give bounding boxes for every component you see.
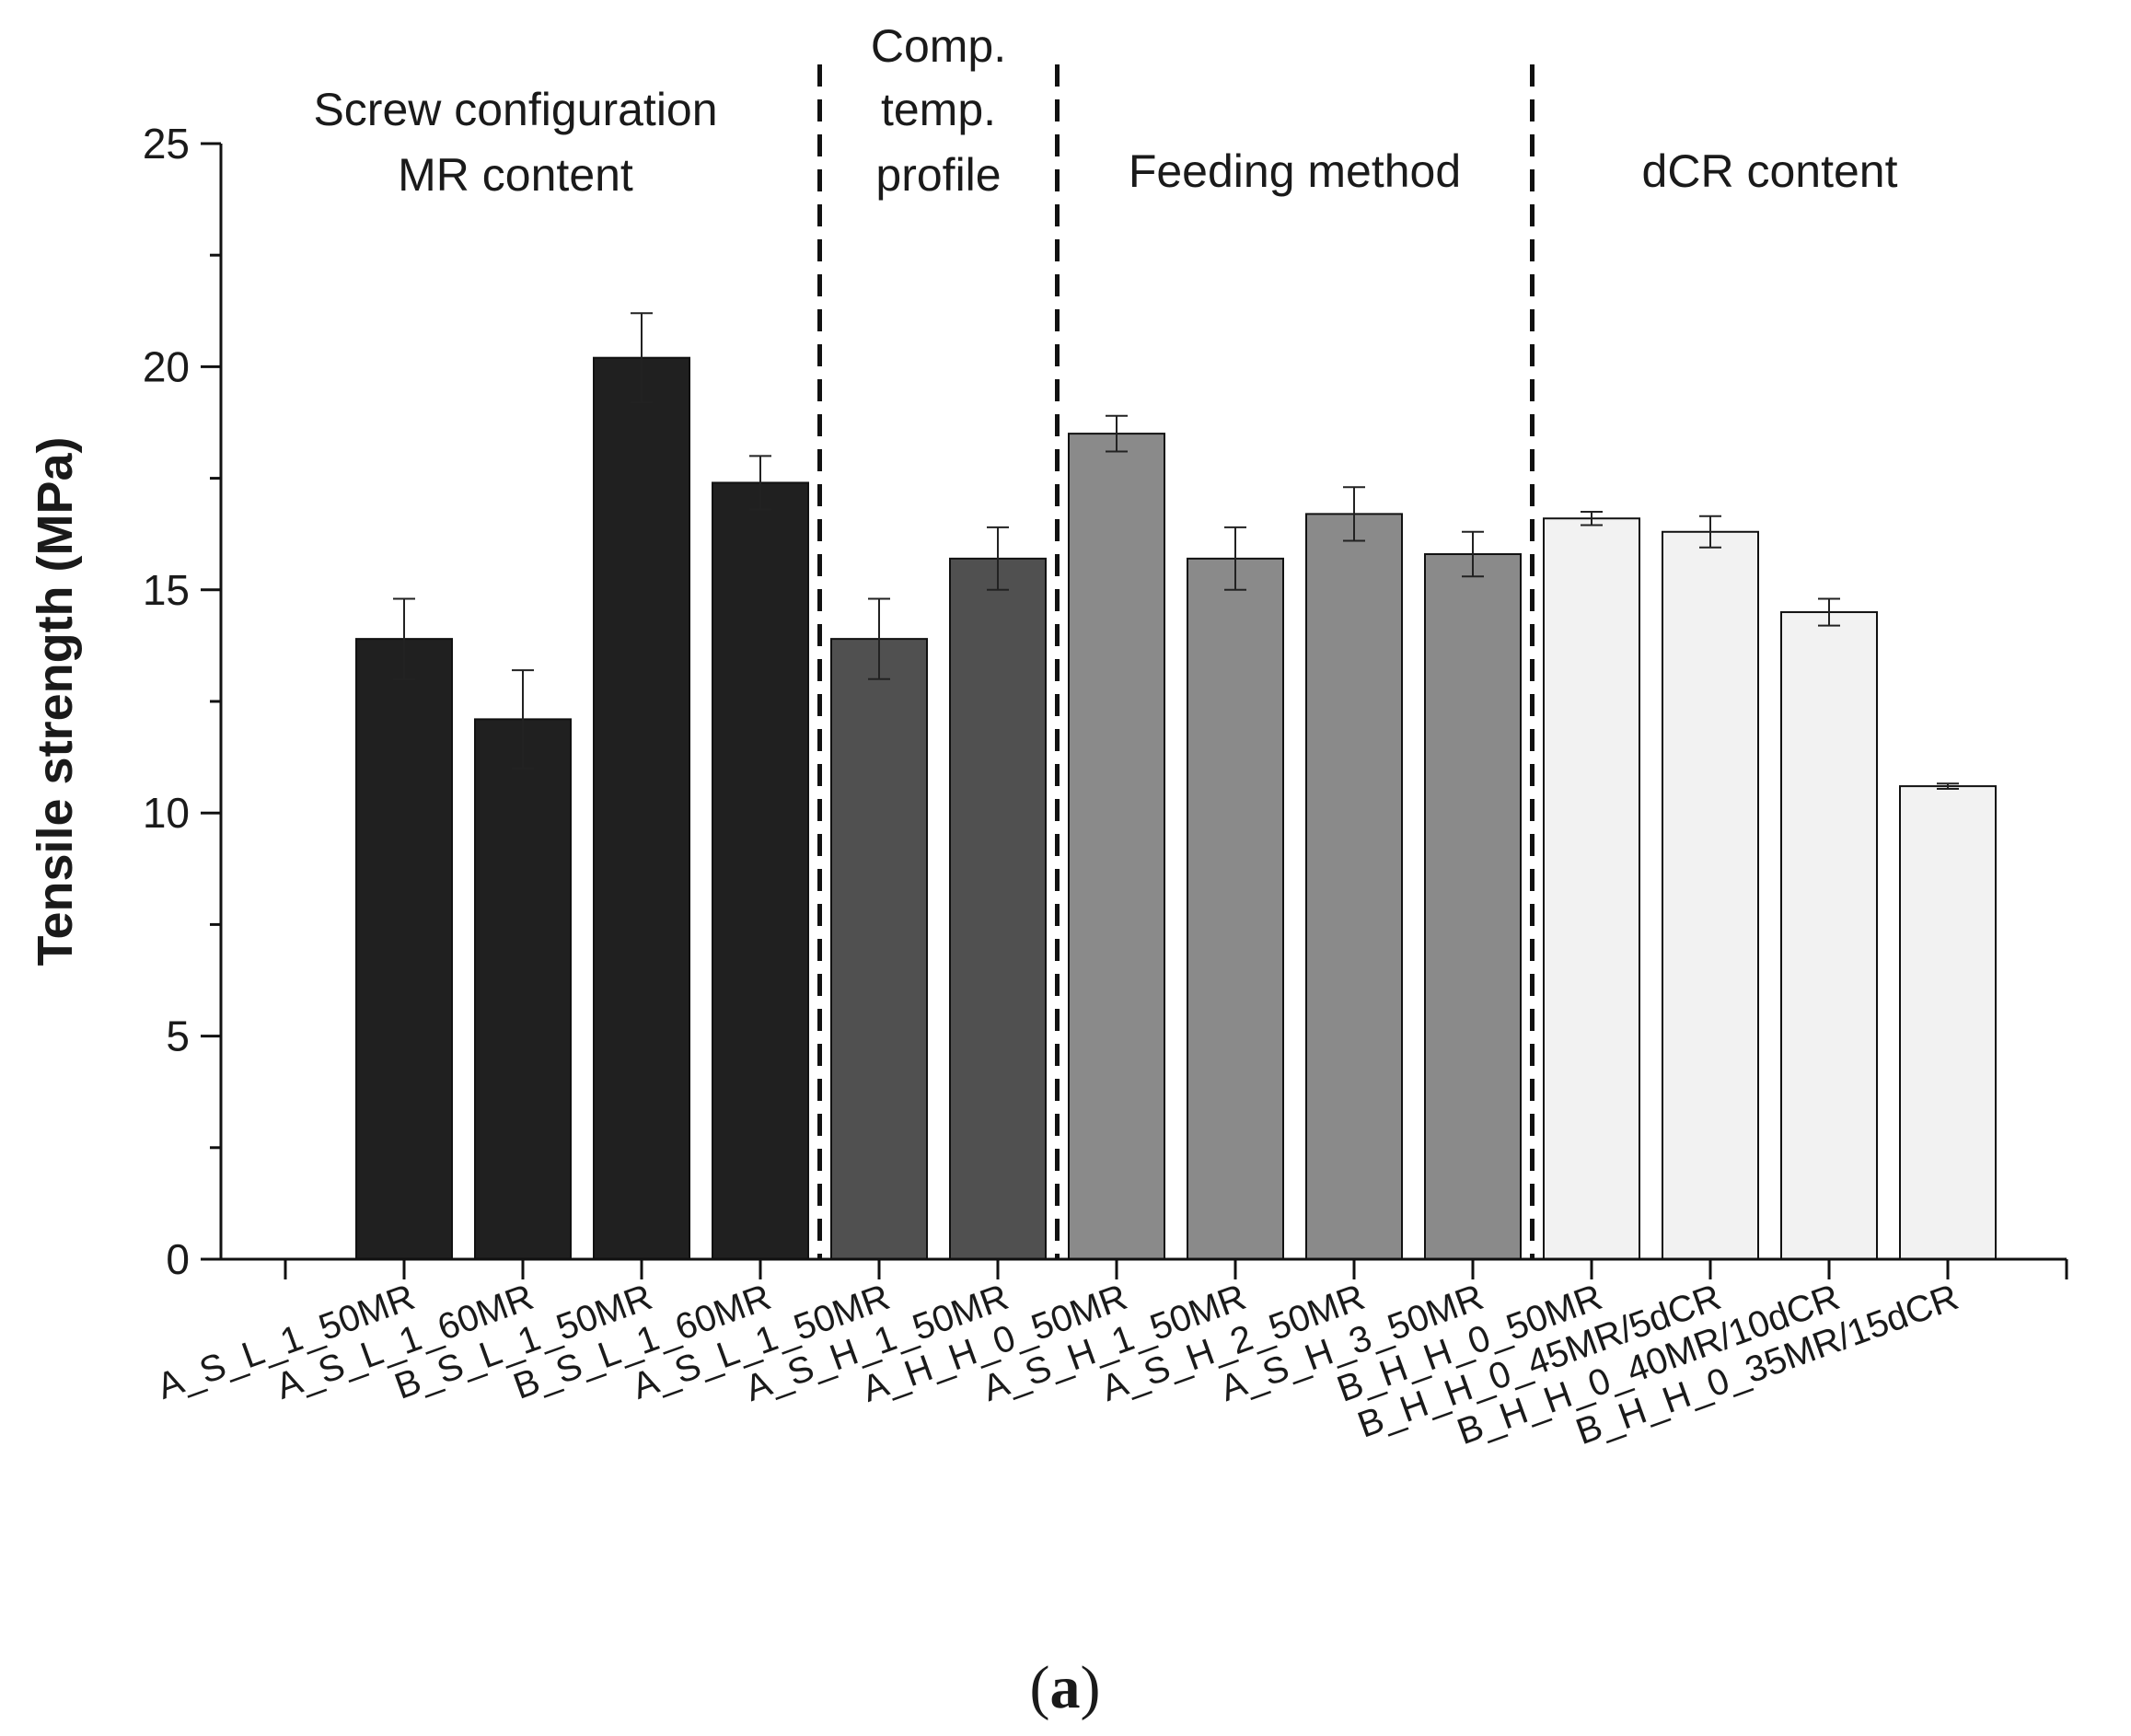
bar-11	[1543, 517, 1640, 1260]
group-label-2: profile	[875, 149, 1001, 201]
bar-5	[830, 638, 928, 1260]
group-label-3: Feeding method	[1129, 145, 1461, 197]
bar-2	[474, 718, 572, 1260]
y-tick-label-10: 10	[143, 789, 190, 837]
y-axis-label: Tensile strength (MPa)	[28, 436, 83, 966]
bar-3	[593, 356, 690, 1261]
y-tick-label-0: 0	[166, 1235, 190, 1283]
plot-area: 0510152025A_S_L_1_50MRA_S_L_1_60MRB_S_L_…	[28, 20, 2068, 1452]
bar-4	[712, 481, 809, 1260]
y-tick-label-25: 25	[143, 120, 190, 168]
bar-13	[1780, 611, 1878, 1260]
group-label-1: Screw configuration	[313, 84, 717, 135]
y-tick-label-20: 20	[143, 342, 190, 390]
group-label-2: Comp.	[871, 20, 1006, 72]
figure-caption: (a)	[1030, 1654, 1101, 1721]
bar-6	[949, 557, 1047, 1260]
bar-7	[1068, 433, 1165, 1260]
bar-9	[1305, 513, 1403, 1260]
bar-12	[1662, 530, 1759, 1260]
y-tick-label-15: 15	[143, 566, 190, 614]
group-label-1: MR content	[398, 149, 633, 201]
y-tick-label-5: 5	[166, 1013, 190, 1060]
bar-1	[355, 638, 453, 1260]
group-label-2: temp.	[881, 84, 996, 135]
bar-10	[1424, 553, 1522, 1260]
bar-14	[1899, 785, 1997, 1260]
group-label-4: dCR content	[1642, 145, 1898, 197]
bar-8	[1187, 557, 1284, 1260]
